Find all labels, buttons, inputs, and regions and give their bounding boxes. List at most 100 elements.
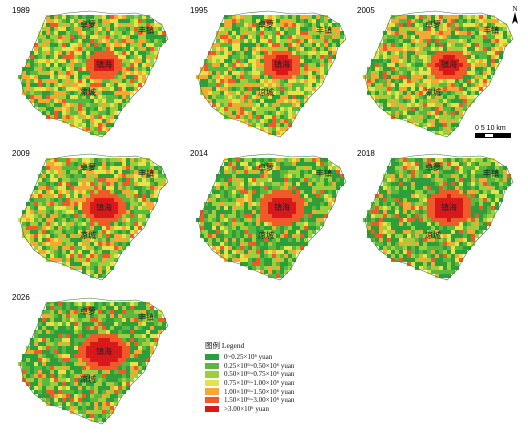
raster-cell	[46, 166, 50, 170]
raster-cell	[427, 242, 431, 246]
raster-cell	[423, 23, 427, 27]
raster-cell	[272, 115, 276, 119]
raster-cell	[463, 19, 467, 23]
raster-cell	[142, 67, 146, 71]
raster-cell	[403, 39, 407, 43]
raster-cell	[328, 194, 332, 198]
raster-cell	[475, 158, 479, 162]
raster-cell	[30, 230, 34, 234]
raster-cell	[407, 258, 411, 262]
raster-cell	[110, 330, 114, 334]
raster-cell	[284, 51, 288, 55]
raster-cell	[280, 59, 284, 63]
raster-cell	[94, 254, 98, 258]
raster-cell	[134, 158, 138, 162]
raster-cell	[439, 242, 443, 246]
raster-cell	[447, 218, 451, 222]
raster-cell	[300, 198, 304, 202]
raster-cell	[228, 198, 232, 202]
raster-cell	[66, 51, 70, 55]
raster-cell	[98, 194, 102, 198]
raster-cell	[491, 67, 495, 71]
raster-cell	[240, 79, 244, 83]
raster-cell	[308, 79, 312, 83]
raster-cell	[288, 166, 292, 170]
raster-cell	[70, 234, 74, 238]
raster-cell	[30, 214, 34, 218]
raster-cell	[427, 91, 431, 95]
raster-cell	[483, 162, 487, 166]
raster-cell	[106, 198, 110, 202]
raster-cell	[74, 15, 78, 19]
raster-cell	[288, 27, 292, 31]
raster-cell	[146, 214, 150, 218]
raster-cell	[463, 182, 467, 186]
raster-cell	[98, 67, 102, 71]
raster-cell	[411, 75, 415, 79]
raster-cell	[431, 258, 435, 262]
raster-cell	[240, 43, 244, 47]
raster-cell	[90, 330, 94, 334]
raster-cell	[158, 170, 162, 174]
raster-cell	[102, 115, 106, 119]
raster-cell	[54, 322, 58, 326]
raster-cell	[280, 270, 284, 274]
raster-cell	[78, 174, 82, 178]
raster-cell	[98, 254, 102, 258]
raster-cell	[118, 99, 122, 103]
raster-cell	[82, 270, 86, 274]
raster-cell	[459, 242, 463, 246]
raster-cell	[114, 87, 118, 91]
raster-cell	[102, 15, 106, 19]
raster-cell	[126, 218, 130, 222]
raster-cell	[304, 15, 308, 19]
raster-cell	[244, 198, 248, 202]
raster-cell	[427, 174, 431, 178]
raster-cell	[459, 234, 463, 238]
raster-cell	[379, 75, 383, 79]
raster-cell	[467, 226, 471, 230]
raster-cell	[74, 226, 78, 230]
raster-cell	[114, 322, 118, 326]
raster-cell	[90, 194, 94, 198]
raster-cell	[228, 230, 232, 234]
raster-cell	[260, 238, 264, 242]
raster-cell	[399, 158, 403, 162]
raster-cell	[300, 63, 304, 67]
raster-cell	[316, 79, 320, 83]
raster-cell	[134, 202, 138, 206]
raster-cell	[427, 67, 431, 71]
raster-cell	[252, 63, 256, 67]
raster-cell	[312, 190, 316, 194]
raster-cell	[106, 39, 110, 43]
raster-cell	[431, 170, 435, 174]
raster-cell	[260, 103, 264, 107]
raster-cell	[411, 47, 415, 51]
raster-cell	[407, 87, 411, 91]
raster-cell	[252, 214, 256, 218]
raster-cell	[114, 107, 118, 111]
raster-cell	[70, 186, 74, 190]
raster-cell	[312, 182, 316, 186]
raster-cell	[379, 91, 383, 95]
raster-cell	[240, 182, 244, 186]
raster-cell	[248, 182, 252, 186]
raster-cell	[455, 119, 459, 123]
raster-cell	[475, 170, 479, 174]
raster-cell	[288, 174, 292, 178]
raster-cell	[312, 67, 316, 71]
raster-cell	[248, 174, 252, 178]
raster-cell	[423, 250, 427, 254]
raster-cell	[142, 23, 146, 27]
raster-cell	[248, 218, 252, 222]
raster-cell	[70, 210, 74, 214]
raster-cell	[102, 111, 106, 115]
raster-cell	[78, 302, 82, 306]
raster-cell	[54, 250, 58, 254]
raster-cell	[387, 206, 391, 210]
raster-cell	[483, 222, 487, 226]
raster-cell	[248, 162, 252, 166]
raster-cell	[90, 119, 94, 123]
raster-cell	[312, 222, 316, 226]
raster-cell	[98, 27, 102, 31]
